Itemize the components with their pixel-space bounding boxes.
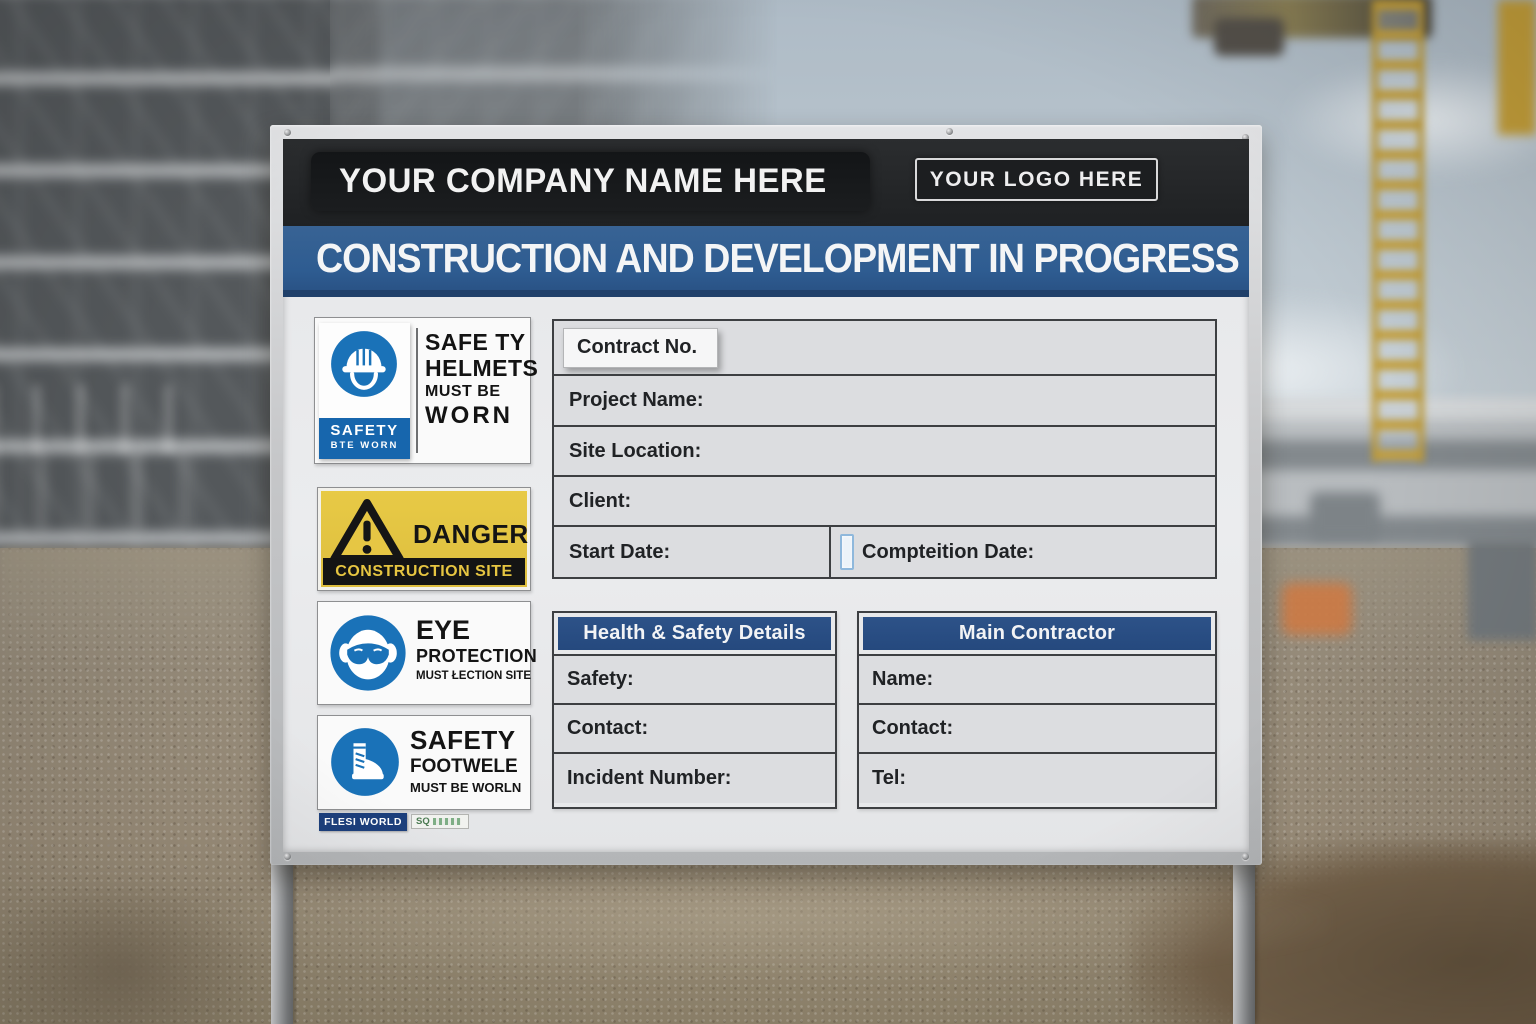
incident-number-row: Incident Number:	[554, 754, 835, 803]
helmet-strip-title: SAFETY	[330, 422, 399, 439]
crane-tower	[1372, 0, 1424, 462]
screw-icon	[946, 128, 953, 135]
small-badge-text: SQ	[416, 816, 430, 827]
helmet-sticker: SAFETY BTE WORN	[319, 323, 410, 459]
danger-strip-text: CONSTRUCTION SITE	[335, 562, 513, 580]
project-name-row: Project Name:	[552, 374, 1217, 427]
logo-placeholder-text: YOUR LOGO HERE	[929, 167, 1144, 191]
helmet-line-4: WORN	[425, 402, 513, 429]
company-name: YOUR COMPANY NAME HERE	[339, 162, 827, 200]
screw-icon	[284, 129, 291, 136]
signboard-body: SAFETY BTE WORN SAFE TY HELMETS MUST BE …	[283, 297, 1249, 852]
eye-sign-text: EYE PROTECTION MUST ŁECTION SITE	[416, 615, 537, 684]
banner: CONSTRUCTION AND DEVELOPMENT IN PROGRESS	[283, 226, 1249, 297]
signboard: YOUR COMPANY NAME HERE YOUR LOGO HERE CO…	[270, 125, 1262, 865]
footwear-line-1: SAFETY	[410, 725, 516, 755]
name-label: Name:	[872, 668, 934, 690]
main-contractor-rows: Name: Contact: Tel:	[859, 654, 1215, 803]
orange-barrier	[0, 450, 188, 530]
tel-label: Tel:	[872, 767, 907, 789]
helmet-line-1: SAFE TY	[425, 329, 526, 355]
signboard-face: YOUR COMPANY NAME HERE YOUR LOGO HERE CO…	[283, 139, 1249, 852]
footwear-line-2: FOOTWELE	[410, 756, 518, 777]
screw-icon	[284, 853, 291, 860]
contract-no-label: Contract No.	[577, 335, 697, 358]
completion-date-cell: Compteition Date:	[831, 527, 1215, 577]
goggles-icon	[330, 615, 406, 691]
main-contractor-section: Main Contractor Name: Contact: Tel:	[857, 611, 1217, 809]
site-location-label: Site Location:	[569, 439, 702, 462]
safety-footwear-sign: SAFETY FOOTWELE MUST BE WORLN	[317, 715, 531, 810]
divider	[416, 328, 418, 453]
danger-strip: CONSTRUCTION SITE	[323, 558, 525, 585]
contract-no-plate: Contract No.	[563, 327, 718, 368]
sign-leg-left	[271, 855, 293, 1024]
start-date-cell: Start Date:	[554, 527, 831, 577]
site-location-row: Site Location:	[552, 425, 1217, 477]
company-header-bar: YOUR COMPANY NAME HERE YOUR LOGO HERE	[283, 139, 1249, 226]
helmet-strip: SAFETY BTE WORN	[319, 418, 410, 459]
screw-icon	[1242, 134, 1249, 141]
eye-line-3: MUST ŁECTION SITE	[416, 670, 531, 682]
flexi-world-badge: FLESI WORLD	[319, 813, 407, 831]
orange-equipment	[1282, 583, 1352, 635]
hs-contact-row: Contact:	[554, 705, 835, 754]
project-name-label: Project Name:	[569, 389, 704, 411]
site-cabinet	[1468, 540, 1536, 640]
health-safety-section: Health & Safety Details Safety: Contact:…	[552, 611, 837, 809]
crane-right-edge	[1498, 0, 1536, 135]
contract-no-row: Contract No.	[552, 319, 1217, 376]
sign-leg-right	[1233, 855, 1255, 1024]
site-bin	[1310, 492, 1380, 540]
eye-protection-sign: EYE PROTECTION MUST ŁECTION SITE	[317, 601, 537, 705]
safety-row: Safety:	[554, 656, 835, 705]
client-row: Client:	[552, 475, 1217, 527]
danger-title: DANGER	[413, 519, 529, 549]
mc-contact-row: Contact:	[859, 705, 1215, 754]
tel-row: Tel:	[859, 754, 1215, 803]
mc-contact-label: Contact:	[872, 717, 954, 739]
helmet-sign-text: SAFE TY HELMETS MUST BE WORN	[425, 329, 538, 430]
health-safety-header: Health & Safety Details	[558, 617, 831, 650]
eye-line-1: EYE	[416, 615, 471, 645]
footwear-line-3: MUST BE WORLN	[410, 780, 522, 795]
screw-icon	[1242, 853, 1249, 860]
hard-hat-icon	[331, 331, 397, 397]
main-contractor-header: Main Contractor	[863, 617, 1211, 650]
safety-label: Safety:	[567, 668, 634, 690]
banner-text: CONSTRUCTION AND DEVELOPMENT IN PROGRESS	[315, 234, 1240, 281]
blue-bracket-icon	[840, 534, 854, 570]
helmet-line-2: HELMETS	[425, 355, 539, 381]
incident-number-label: Incident Number:	[567, 767, 732, 789]
logo-box: YOUR LOGO HERE	[915, 158, 1158, 201]
small-badge: SQ	[411, 814, 469, 829]
danger-sign: DANGER CONSTRUCTION SITE	[317, 487, 531, 591]
safety-helmets-sign: SAFETY BTE WORN SAFE TY HELMETS MUST BE …	[314, 317, 538, 464]
orange-barrier	[0, 385, 193, 453]
health-safety-rows: Safety: Contact: Incident Number:	[554, 654, 835, 803]
name-row: Name:	[859, 656, 1215, 705]
helmet-strip-sub: BTE WORN	[330, 440, 399, 451]
completion-date-label: Compteition Date:	[862, 540, 1035, 563]
safety-boot-icon	[331, 728, 399, 796]
client-label: Client:	[569, 489, 632, 512]
hs-contact-label: Contact:	[567, 717, 649, 739]
footwear-sign-text: SAFETY FOOTWELE MUST BE WORLN	[410, 726, 521, 796]
light-gravel-band	[180, 860, 1330, 980]
start-date-label: Start Date:	[569, 540, 671, 563]
warning-triangle-icon	[330, 499, 404, 563]
crane-counterweight	[1214, 18, 1284, 56]
small-badge-stripes	[432, 818, 461, 825]
company-name-plate: YOUR COMPANY NAME HERE	[311, 152, 870, 211]
helmet-line-3: MUST BE	[425, 383, 501, 400]
eye-line-2: PROTECTION	[416, 646, 538, 666]
dates-row: Start Date: Compteition Date:	[552, 525, 1217, 579]
